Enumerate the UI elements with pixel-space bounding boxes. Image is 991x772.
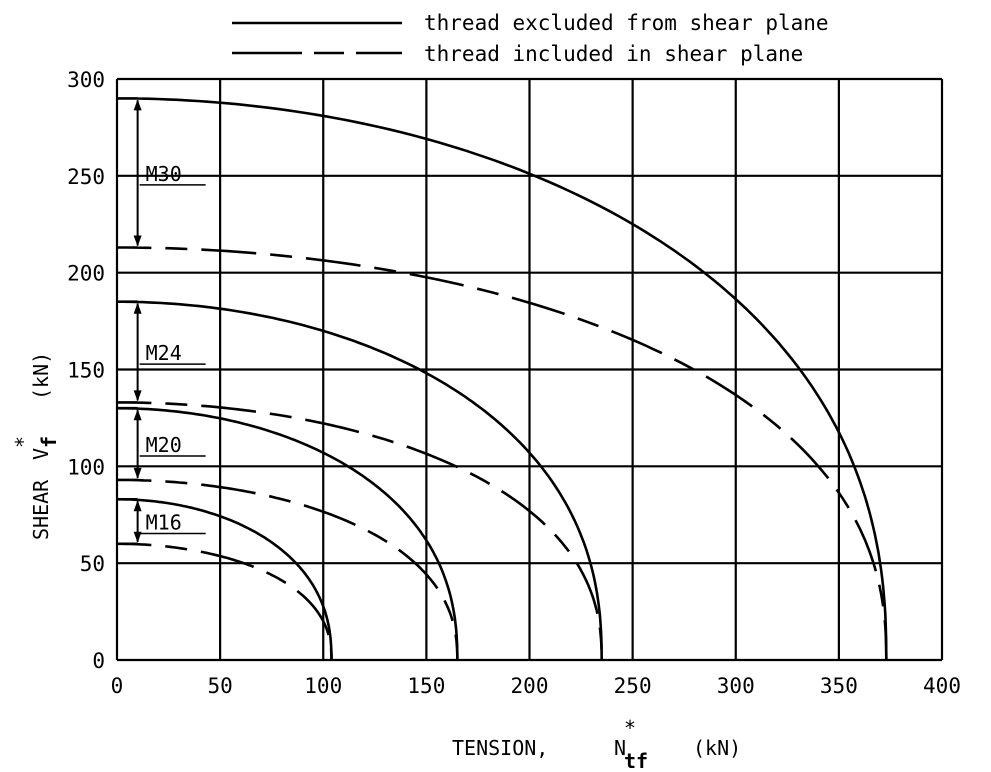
x-tick-100: 100: [304, 674, 342, 698]
annotation-label-m30: M30: [146, 162, 182, 186]
y-tick-0: 0: [92, 649, 105, 673]
curve-m30-solid: [117, 97, 888, 661]
y-tick-labels: 0 50 100 150 200 250 300: [67, 68, 105, 673]
y-axis-symbol: V: [29, 448, 53, 460]
x-tick-350: 350: [820, 674, 858, 698]
x-tick-150: 150: [407, 674, 445, 698]
y-axis-title: SHEAR V * f (kN): [11, 352, 61, 540]
x-axis-title: TENSION, N * tf (kN): [452, 716, 741, 772]
x-axis-symbol: N: [614, 736, 626, 760]
x-tick-250: 250: [614, 674, 652, 698]
x-tick-300: 300: [717, 674, 755, 698]
y-axis-asterisk: *: [11, 436, 35, 448]
annotation-arrowhead-down: [133, 235, 142, 247]
curve-m20-solid: [116, 406, 459, 660]
annotation-arrowhead-up: [133, 99, 142, 111]
y-tick-200: 200: [67, 262, 105, 286]
curve-m20-dashed: [117, 478, 459, 660]
annotation-arrowhead-down: [133, 390, 142, 402]
y-tick-250: 250: [67, 165, 105, 189]
curve-m24-solid: [117, 300, 603, 661]
annotation-arrowhead-up: [133, 302, 142, 314]
annotation-arrowhead-down: [133, 531, 142, 543]
legend: thread excluded from shear plane thread …: [232, 11, 829, 66]
curve-m16-dashed: [117, 542, 333, 660]
y-axis-unit: (kN): [29, 352, 53, 400]
x-tick-0: 0: [111, 674, 124, 698]
annotation-arrowhead-up: [133, 409, 142, 421]
annotation-arrowhead-down: [133, 467, 142, 479]
curve-m30-dashed: [117, 246, 888, 661]
annotation-label-m20: M20: [146, 433, 182, 457]
x-axis-unit: (kN): [693, 736, 741, 760]
x-axis-asterisk: *: [624, 716, 636, 740]
annotation-arrowhead-up: [133, 500, 142, 512]
annotation-m16: M16: [133, 500, 206, 543]
annotation-label-m16: M16: [146, 511, 182, 535]
y-tick-100: 100: [67, 455, 105, 479]
grid: [115, 77, 944, 662]
annotation-m24: M24: [133, 302, 206, 402]
x-tick-50: 50: [207, 674, 232, 698]
x-tick-200: 200: [511, 674, 549, 698]
x-tick-400: 400: [923, 674, 961, 698]
annotation-m30: M30: [133, 99, 206, 247]
y-tick-150: 150: [67, 359, 105, 383]
curves: [116, 97, 888, 661]
legend-dashed-label: thread included in shear plane: [424, 42, 803, 66]
y-axis-subscript: f: [37, 436, 61, 448]
curve-m16-solid: [117, 498, 333, 660]
curve-m24-dashed: [117, 401, 603, 661]
annotation-m20: M20: [133, 409, 206, 479]
legend-solid-label: thread excluded from shear plane: [424, 11, 829, 35]
y-tick-300: 300: [67, 68, 105, 92]
annotation-label-m24: M24: [146, 341, 182, 365]
y-axis-label: SHEAR: [29, 479, 53, 540]
x-tick-labels: 0 50 100 150 200 250 300 350 400: [111, 674, 961, 698]
annotations: M30 M24 M20 M16: [133, 99, 206, 543]
x-axis-label: TENSION,: [452, 736, 548, 760]
x-axis-subscript: tf: [624, 749, 648, 772]
y-tick-50: 50: [80, 552, 105, 576]
